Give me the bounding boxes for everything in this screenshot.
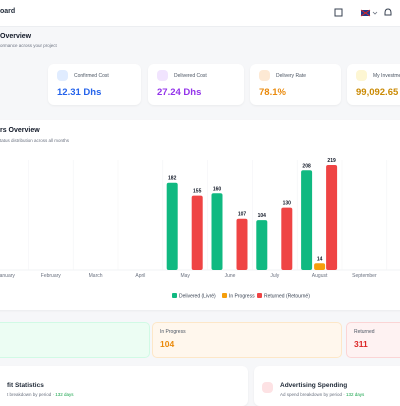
status-value: 311 xyxy=(354,339,368,349)
x-tick-label: January xyxy=(0,273,15,279)
kpi-value: 78.1% xyxy=(259,87,286,98)
section-subtitle: t breakdown by period · 132 days xyxy=(7,392,74,397)
profit-card xyxy=(0,366,248,406)
kpi-value: 99,092.65 Dh xyxy=(356,87,400,98)
x-tick-label: July xyxy=(270,273,279,279)
status-label: Returned xyxy=(354,329,375,335)
page-title: oard xyxy=(0,8,16,15)
data-label: 208 xyxy=(302,163,311,169)
legend-swatch xyxy=(172,293,177,298)
kpi-label: Delivery Rate xyxy=(276,73,307,79)
kpi-value: 27.24 Dhs xyxy=(157,87,202,98)
x-tick-label: February xyxy=(41,273,62,279)
qr-icon[interactable] xyxy=(334,8,343,17)
status-value: 104 xyxy=(160,339,175,349)
kpi-icon xyxy=(157,70,168,81)
status-label: In Progress xyxy=(160,329,186,335)
bar xyxy=(281,207,293,270)
x-tick-label: September xyxy=(352,273,377,279)
bar xyxy=(301,170,313,270)
overview-title: Overview xyxy=(0,33,32,40)
data-label: 182 xyxy=(168,176,177,182)
legend-label: Delivered (Livré) xyxy=(179,294,216,300)
delivered-card xyxy=(0,322,150,358)
subtitle-text: Ad spend breakdown by period · xyxy=(280,392,347,397)
bar-chart: January February March April May 182 155 June 16… xyxy=(0,158,400,300)
status-card xyxy=(346,322,400,358)
section-title: Advertising Spending xyxy=(280,382,348,389)
chart-title: rs Overview xyxy=(0,127,40,134)
legend-swatch xyxy=(222,293,227,298)
bar xyxy=(256,220,268,270)
legend-swatch xyxy=(257,293,262,298)
bar xyxy=(314,263,326,270)
section-subtitle: Ad spend breakdown by period · 132 days xyxy=(280,392,364,397)
bar xyxy=(191,195,203,270)
data-label: 160 xyxy=(213,186,222,192)
data-label: 104 xyxy=(258,213,267,219)
x-tick-label: May xyxy=(180,273,190,279)
top-icons xyxy=(334,8,392,17)
data-label: 107 xyxy=(238,212,247,218)
data-label: 155 xyxy=(193,189,202,195)
x-tick-label: June xyxy=(225,273,236,279)
bar xyxy=(236,218,248,270)
legend-label: In Progress xyxy=(229,294,255,300)
legend-label: Returned (Retourné) xyxy=(264,294,310,300)
data-label: 130 xyxy=(283,201,292,207)
data-label: 219 xyxy=(327,158,336,164)
bar xyxy=(211,193,223,270)
status-card xyxy=(152,322,342,358)
bar xyxy=(166,182,178,270)
kpi-label: Delivered Cost xyxy=(174,73,207,79)
kpi-value: 12.31 Dhs xyxy=(57,87,102,98)
bell-icon[interactable] xyxy=(384,8,392,16)
kpi-icon xyxy=(259,70,270,81)
x-tick-label: March xyxy=(89,273,103,279)
kpi-icon xyxy=(356,70,367,81)
kpi-card xyxy=(347,64,400,105)
ads-icon xyxy=(262,382,273,393)
kpi-label: Confirmed Cost xyxy=(74,73,109,79)
data-label: 14 xyxy=(317,256,323,262)
kpi-icon xyxy=(57,70,68,81)
days: 132 days xyxy=(55,392,74,397)
subtitle-text: t breakdown by period · xyxy=(7,392,56,397)
chart-subtitle: tatus distribution across all months xyxy=(0,138,70,143)
section-title: fit Statistics xyxy=(7,382,44,389)
ads-card xyxy=(254,366,400,406)
x-tick-label: August xyxy=(312,273,328,279)
days: 132 days xyxy=(346,392,365,397)
kpi-label: My Investme xyxy=(373,73,400,79)
top-bar xyxy=(0,0,400,27)
overview-subtitle: ormance across your project xyxy=(0,43,57,48)
x-tick-label: April xyxy=(135,273,145,279)
bar xyxy=(326,165,338,270)
